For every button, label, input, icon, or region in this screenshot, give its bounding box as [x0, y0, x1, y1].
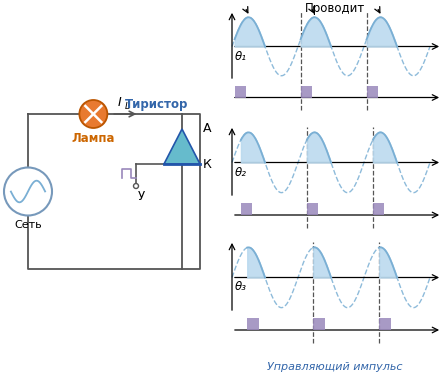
Bar [307, 203, 318, 215]
Bar [367, 86, 378, 98]
Text: У: У [137, 190, 145, 203]
Text: L: L [124, 102, 129, 111]
Circle shape [79, 100, 107, 128]
Bar [313, 318, 325, 330]
Text: I: I [117, 96, 121, 109]
Text: А: А [203, 122, 211, 136]
Bar [301, 86, 312, 98]
Bar [379, 318, 391, 330]
Circle shape [4, 167, 52, 215]
Text: Проводит: Проводит [305, 2, 365, 15]
Text: Управляющий импульс: Управляющий импульс [267, 362, 403, 372]
Text: Сеть: Сеть [14, 220, 42, 230]
Text: θ₂: θ₂ [235, 166, 247, 179]
Polygon shape [164, 129, 200, 164]
Bar [241, 203, 252, 215]
Bar [235, 86, 246, 98]
Circle shape [133, 184, 139, 189]
Bar [373, 203, 384, 215]
Text: Лампа: Лампа [72, 132, 115, 145]
Text: θ₁: θ₁ [235, 50, 247, 63]
Text: К: К [203, 157, 212, 170]
Bar [247, 318, 259, 330]
Text: Тиристор: Тиристор [125, 98, 189, 111]
Text: θ₃: θ₃ [235, 280, 247, 293]
